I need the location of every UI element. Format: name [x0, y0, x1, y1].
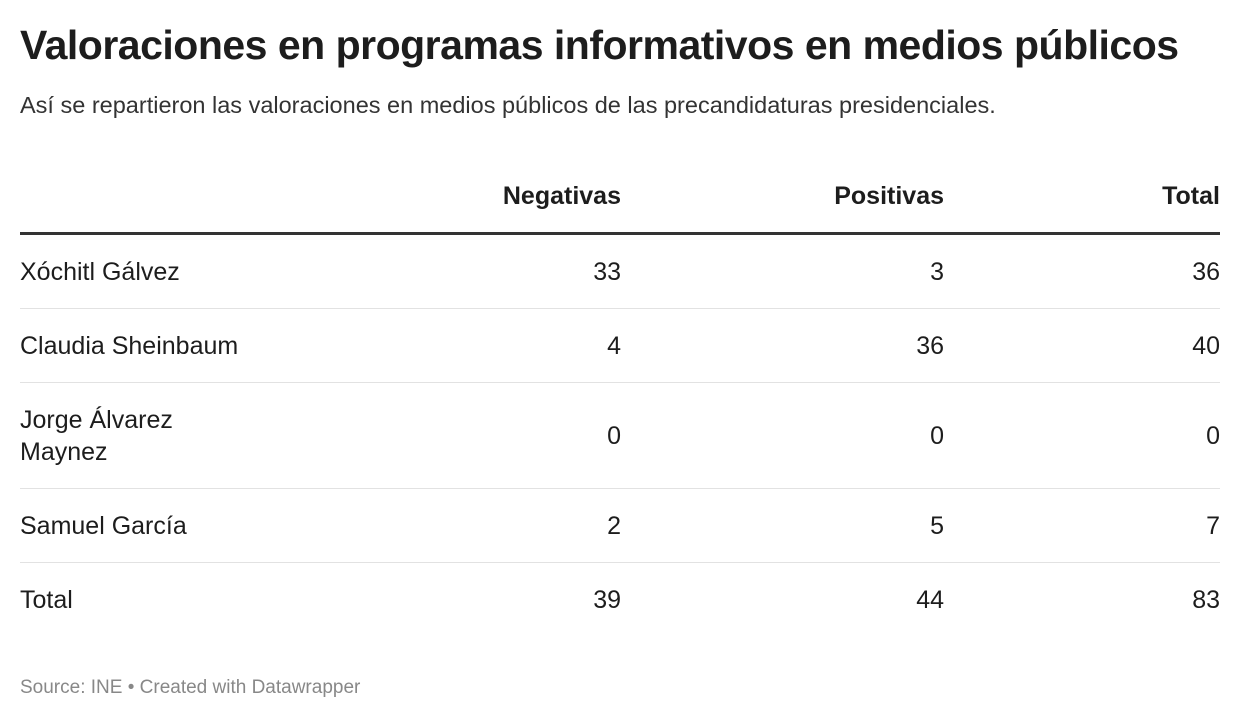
cell-positivas: 44: [916, 585, 944, 614]
cell-positivas: 3: [621, 233, 944, 309]
data-table: Negativas Positivas Total Xóchitl Gálvez…: [20, 160, 1220, 636]
column-header-negativas: Negativas: [250, 160, 621, 235]
cell-total: 7: [944, 488, 1220, 563]
chart-title: Valoraciones en programas informativos e…: [20, 22, 1179, 68]
cell-negativas: 0: [250, 382, 621, 489]
row-name: Samuel García: [20, 488, 250, 563]
table-row: Samuel García 2 5 7: [20, 488, 1220, 563]
cell-total: 40: [944, 308, 1220, 383]
cell-positivas: 0: [621, 382, 944, 489]
row-name: Claudia Sheinbaum: [20, 308, 250, 383]
cell-total: 0: [944, 382, 1220, 489]
cell-negativas: 33: [250, 233, 621, 309]
cell-negativas: 4: [250, 308, 621, 383]
total-row: Total 39 44 83: [20, 563, 1220, 637]
row-name: Xóchitl Gálvez: [20, 233, 250, 309]
cell-positivas: 36: [621, 308, 944, 383]
chart-subtitle: Así se repartieron las valoraciones en m…: [20, 92, 996, 118]
row-name: Jorge Álvarez Maynez: [20, 382, 250, 489]
cell-total: 83: [1192, 585, 1220, 614]
row-name: Total: [20, 585, 73, 614]
header-row: Negativas Positivas Total: [20, 160, 1220, 235]
cell-negativas: 2: [250, 488, 621, 563]
source-footer: Source: INE • Created with Datawrapper: [20, 677, 361, 698]
cell-positivas: 5: [621, 488, 944, 563]
column-header-name: [20, 160, 250, 235]
column-header-total: Total: [944, 160, 1220, 235]
table-row: Claudia Sheinbaum 4 36 40: [20, 308, 1220, 383]
cell-negativas: 39: [593, 585, 621, 614]
table-row: Xóchitl Gálvez 33 3 36: [20, 233, 1220, 309]
column-header-positivas: Positivas: [621, 160, 944, 235]
cell-total: 36: [944, 233, 1220, 309]
table-row: Jorge Álvarez Maynez 0 0 0: [20, 382, 1220, 489]
